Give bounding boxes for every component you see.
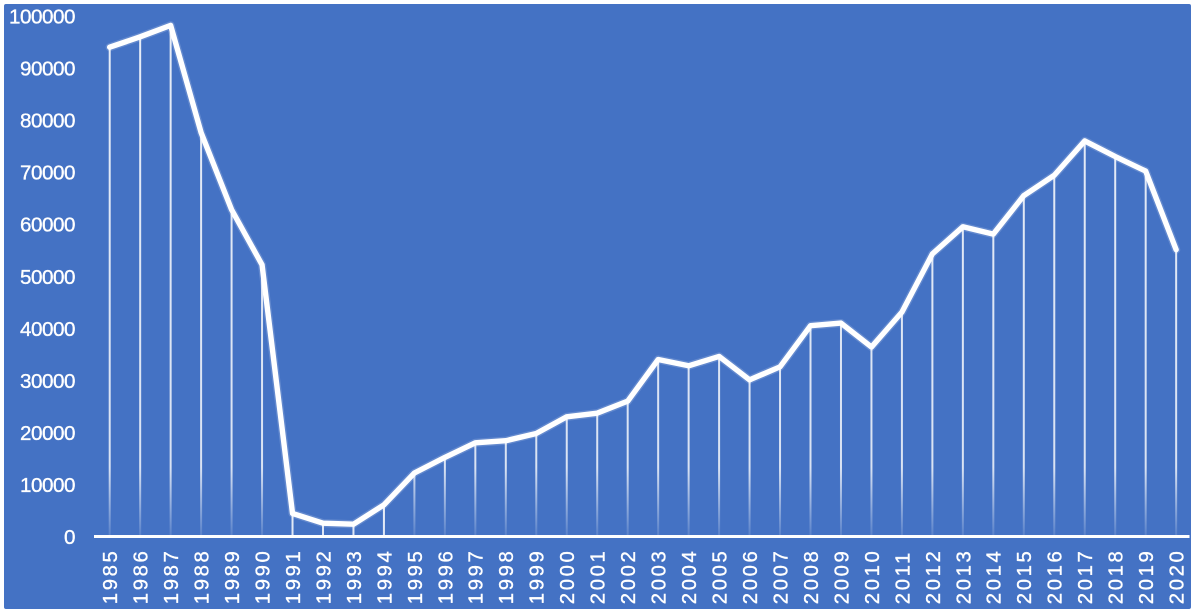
svg-text:30000: 30000: [20, 370, 75, 393]
svg-text:1994: 1994: [374, 549, 396, 605]
svg-text:20000: 20000: [20, 422, 75, 445]
svg-text:1997: 1997: [466, 549, 488, 605]
svg-text:90000: 90000: [20, 58, 75, 81]
svg-text:1999: 1999: [527, 549, 549, 605]
svg-text:80000: 80000: [20, 110, 75, 133]
svg-text:100000: 100000: [9, 6, 75, 29]
svg-text:40000: 40000: [20, 318, 75, 341]
svg-text:1985: 1985: [100, 549, 122, 605]
svg-text:1996: 1996: [435, 549, 457, 605]
svg-text:1990: 1990: [252, 549, 274, 605]
svg-text:1995: 1995: [405, 549, 427, 605]
svg-text:50000: 50000: [20, 266, 75, 289]
svg-text:10000: 10000: [20, 474, 75, 497]
svg-text:2017: 2017: [1075, 549, 1097, 605]
svg-text:2000: 2000: [557, 549, 579, 605]
svg-text:1986: 1986: [131, 549, 153, 605]
svg-text:2006: 2006: [740, 549, 762, 605]
svg-text:2004: 2004: [679, 549, 701, 605]
svg-text:2003: 2003: [649, 549, 671, 605]
svg-text:2020: 2020: [1167, 549, 1189, 605]
svg-text:1988: 1988: [192, 549, 214, 605]
svg-text:1991: 1991: [283, 549, 305, 605]
svg-text:2008: 2008: [801, 549, 823, 605]
svg-text:2005: 2005: [710, 549, 732, 605]
svg-text:2002: 2002: [618, 549, 640, 605]
svg-text:2010: 2010: [862, 549, 884, 605]
svg-text:1989: 1989: [222, 549, 244, 605]
svg-text:70000: 70000: [20, 162, 75, 185]
svg-text:1993: 1993: [344, 549, 366, 605]
svg-text:1998: 1998: [496, 549, 518, 605]
svg-text:2013: 2013: [953, 549, 975, 605]
svg-text:2014: 2014: [984, 549, 1006, 605]
svg-text:2015: 2015: [1014, 549, 1036, 605]
svg-text:2019: 2019: [1136, 549, 1158, 605]
svg-text:2011: 2011: [892, 550, 914, 604]
svg-text:2012: 2012: [923, 549, 945, 605]
svg-text:2018: 2018: [1106, 549, 1128, 605]
svg-text:0: 0: [64, 526, 75, 549]
svg-text:60000: 60000: [20, 214, 75, 237]
svg-text:2007: 2007: [770, 549, 792, 605]
svg-text:2009: 2009: [831, 549, 853, 605]
svg-text:2001: 2001: [588, 549, 610, 605]
svg-text:1992: 1992: [313, 549, 335, 605]
svg-text:1987: 1987: [161, 549, 183, 605]
svg-text:2016: 2016: [1045, 549, 1067, 605]
